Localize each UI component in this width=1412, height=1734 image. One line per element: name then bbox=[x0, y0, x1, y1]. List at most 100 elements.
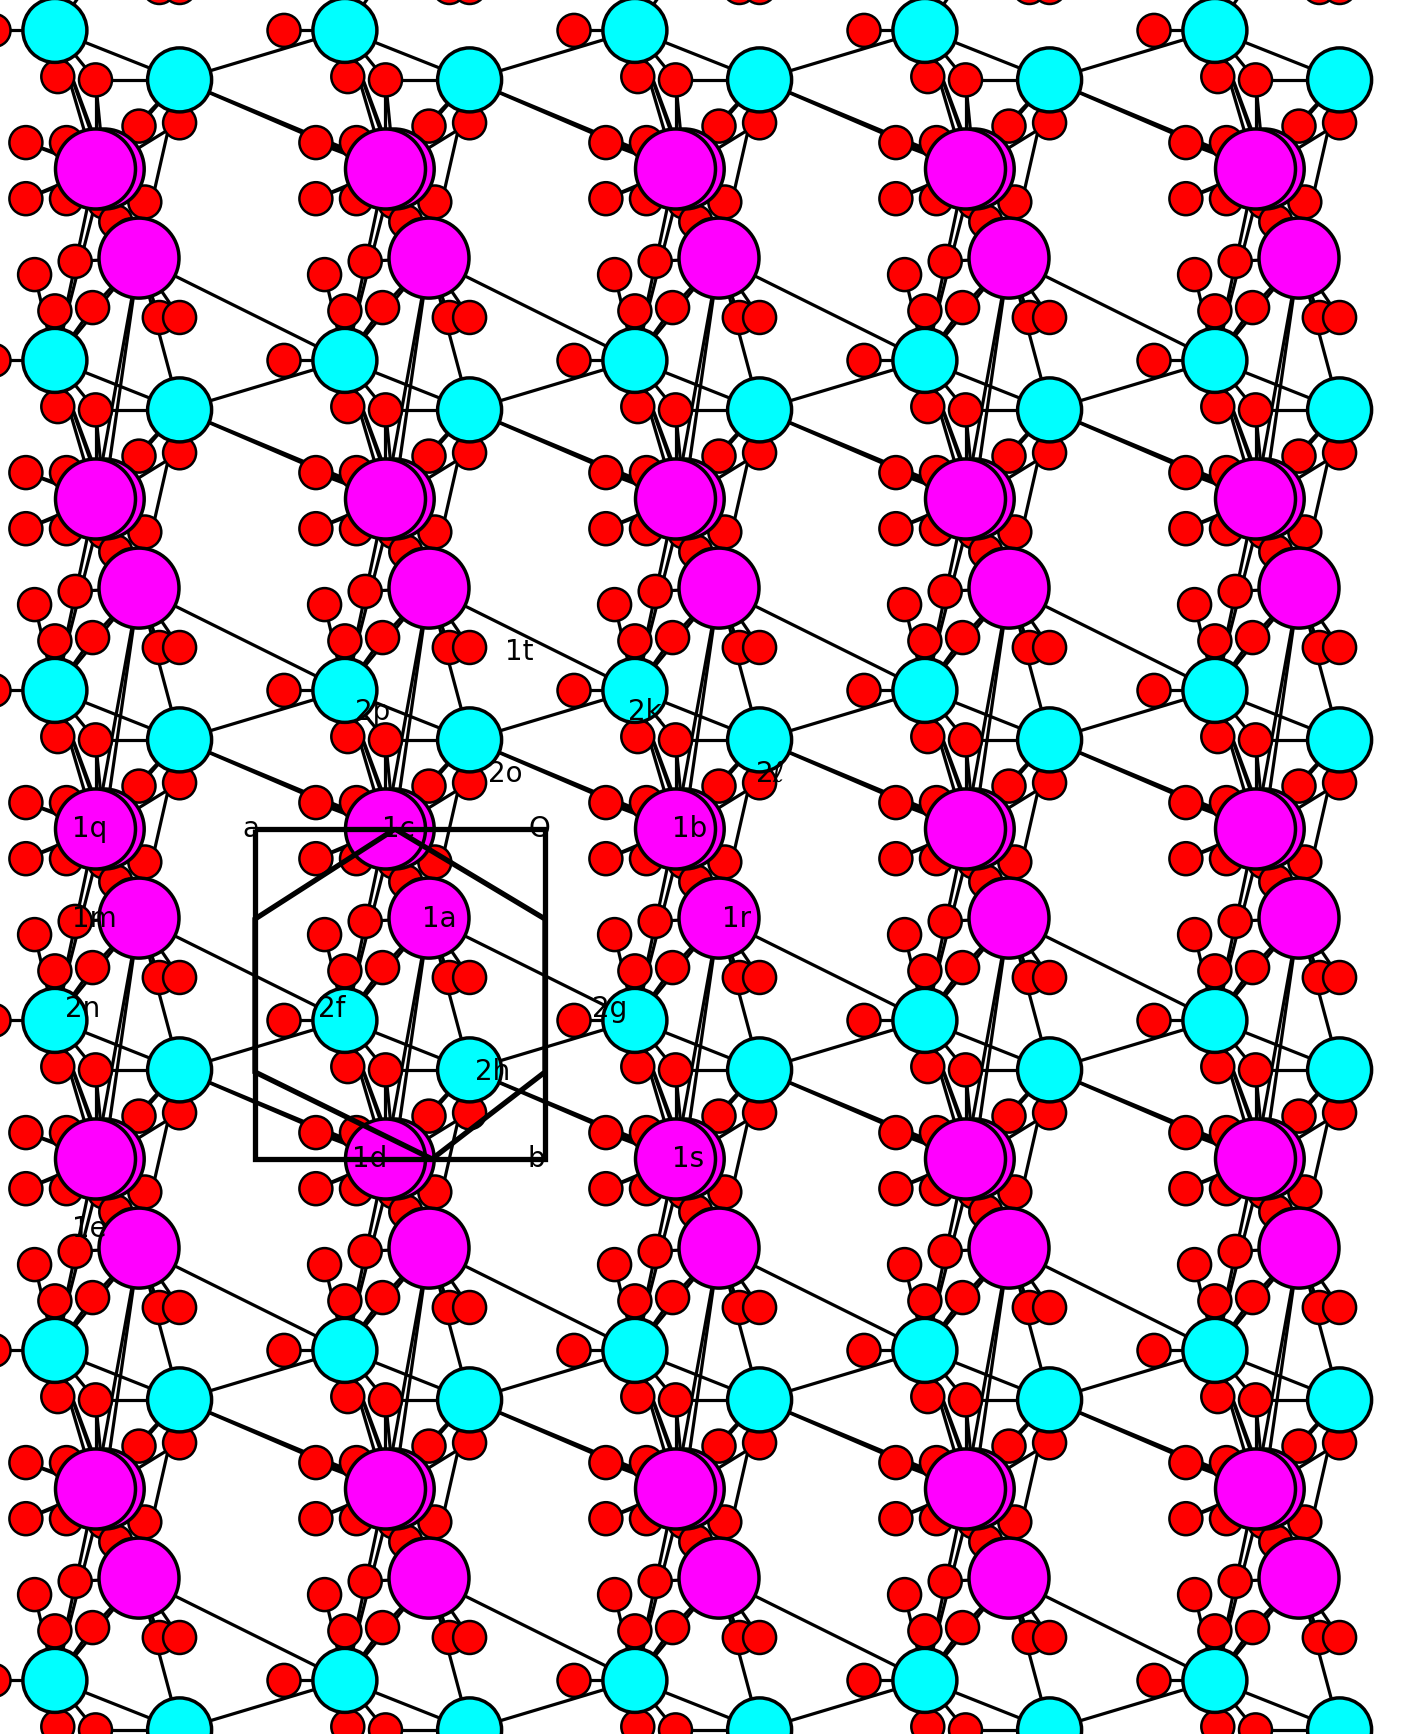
Circle shape bbox=[366, 621, 400, 654]
Circle shape bbox=[38, 295, 72, 328]
Text: 1c: 1c bbox=[383, 815, 415, 843]
Circle shape bbox=[329, 1285, 361, 1318]
Circle shape bbox=[679, 877, 760, 959]
Circle shape bbox=[59, 1564, 92, 1599]
Circle shape bbox=[847, 1665, 881, 1698]
Circle shape bbox=[1210, 1502, 1243, 1535]
Circle shape bbox=[1288, 1176, 1322, 1209]
Circle shape bbox=[911, 1710, 945, 1734]
Circle shape bbox=[1274, 879, 1306, 912]
Circle shape bbox=[438, 1698, 501, 1734]
Circle shape bbox=[888, 258, 921, 291]
Circle shape bbox=[908, 295, 942, 328]
Circle shape bbox=[727, 378, 792, 442]
Circle shape bbox=[354, 789, 435, 869]
Circle shape bbox=[340, 512, 373, 544]
Circle shape bbox=[969, 205, 1003, 238]
Circle shape bbox=[1323, 766, 1356, 799]
Circle shape bbox=[1224, 128, 1305, 210]
Text: 1e: 1e bbox=[72, 1216, 107, 1243]
Circle shape bbox=[630, 1117, 664, 1150]
Circle shape bbox=[10, 512, 42, 544]
Circle shape bbox=[404, 218, 436, 251]
Circle shape bbox=[99, 548, 179, 628]
Circle shape bbox=[630, 786, 664, 818]
Circle shape bbox=[957, 515, 991, 548]
Circle shape bbox=[1169, 1502, 1203, 1535]
Circle shape bbox=[1202, 1380, 1234, 1413]
Circle shape bbox=[925, 460, 1005, 539]
Circle shape bbox=[390, 1195, 422, 1228]
Circle shape bbox=[299, 512, 332, 544]
Circle shape bbox=[388, 1209, 469, 1288]
Circle shape bbox=[1288, 186, 1322, 218]
Circle shape bbox=[969, 548, 1049, 628]
Circle shape bbox=[366, 952, 400, 985]
Circle shape bbox=[18, 1248, 51, 1281]
Circle shape bbox=[709, 1176, 741, 1209]
Circle shape bbox=[267, 1333, 301, 1366]
Circle shape bbox=[1236, 621, 1269, 654]
Circle shape bbox=[453, 1096, 486, 1129]
Circle shape bbox=[589, 127, 623, 160]
Circle shape bbox=[957, 1505, 991, 1538]
Circle shape bbox=[630, 1172, 664, 1205]
Circle shape bbox=[23, 0, 88, 62]
Circle shape bbox=[1224, 789, 1305, 869]
Circle shape bbox=[164, 631, 196, 664]
Circle shape bbox=[1034, 961, 1066, 994]
Circle shape bbox=[621, 1051, 654, 1084]
Circle shape bbox=[1274, 1538, 1306, 1571]
Circle shape bbox=[892, 0, 957, 62]
Circle shape bbox=[41, 1380, 75, 1413]
Circle shape bbox=[412, 770, 446, 803]
Circle shape bbox=[123, 770, 155, 803]
Circle shape bbox=[41, 61, 75, 94]
Circle shape bbox=[128, 1176, 161, 1209]
Circle shape bbox=[558, 14, 590, 47]
Circle shape bbox=[1138, 343, 1171, 376]
Circle shape bbox=[299, 1117, 332, 1150]
Text: 1a: 1a bbox=[422, 905, 456, 933]
Circle shape bbox=[18, 258, 51, 291]
Circle shape bbox=[925, 1118, 1005, 1198]
Circle shape bbox=[329, 624, 361, 657]
Circle shape bbox=[329, 295, 361, 328]
Circle shape bbox=[921, 127, 953, 160]
Circle shape bbox=[925, 1450, 1005, 1529]
Circle shape bbox=[693, 879, 727, 912]
Circle shape bbox=[935, 789, 1014, 869]
Circle shape bbox=[10, 127, 42, 160]
Circle shape bbox=[164, 1096, 196, 1129]
Circle shape bbox=[164, 1621, 196, 1654]
Circle shape bbox=[79, 723, 112, 756]
Circle shape bbox=[453, 1292, 486, 1325]
Circle shape bbox=[657, 1611, 689, 1644]
Circle shape bbox=[723, 1621, 755, 1654]
Circle shape bbox=[1018, 378, 1082, 442]
Circle shape bbox=[114, 879, 147, 912]
Circle shape bbox=[635, 128, 716, 210]
Circle shape bbox=[880, 182, 912, 215]
Circle shape bbox=[1323, 1427, 1356, 1460]
Circle shape bbox=[49, 1117, 83, 1150]
Circle shape bbox=[1216, 1450, 1295, 1529]
Text: 1b: 1b bbox=[672, 815, 707, 843]
Circle shape bbox=[10, 786, 42, 818]
Circle shape bbox=[267, 1004, 301, 1037]
Circle shape bbox=[49, 127, 83, 160]
Circle shape bbox=[1260, 1195, 1292, 1228]
Circle shape bbox=[644, 1450, 724, 1529]
Circle shape bbox=[621, 390, 654, 423]
Circle shape bbox=[340, 1446, 373, 1479]
Circle shape bbox=[299, 456, 332, 489]
Circle shape bbox=[1169, 127, 1203, 160]
Circle shape bbox=[1323, 302, 1356, 335]
Circle shape bbox=[969, 1209, 1049, 1288]
Circle shape bbox=[38, 1614, 72, 1647]
Circle shape bbox=[346, 460, 425, 539]
Circle shape bbox=[1303, 302, 1336, 335]
Circle shape bbox=[892, 1649, 957, 1713]
Circle shape bbox=[1238, 1053, 1272, 1087]
Circle shape bbox=[41, 1710, 75, 1734]
